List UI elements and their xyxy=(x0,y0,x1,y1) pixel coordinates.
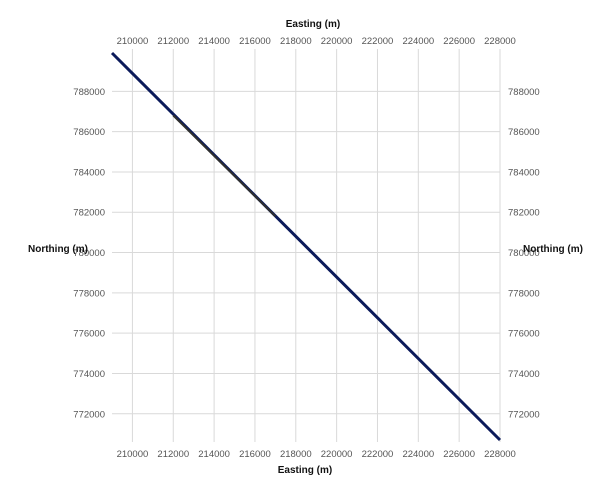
x-tick-label-bottom: 214000 xyxy=(198,449,230,460)
series-line-1 xyxy=(110,51,502,442)
y-tick-label-right: 774000 xyxy=(508,369,540,380)
x-tick-label-top: 226000 xyxy=(443,36,475,47)
y-tick-label-left: 776000 xyxy=(73,329,105,340)
x-tick-label-bottom: 212000 xyxy=(157,449,189,460)
plot-series xyxy=(110,51,502,442)
x-axis-title-top: Easting (m) xyxy=(286,19,340,30)
y-tick-label-right: 780000 xyxy=(508,248,540,259)
x-tick-label-top: 222000 xyxy=(362,36,394,47)
y-tick-label-left: 784000 xyxy=(73,167,105,178)
y-tick-label-left: 772000 xyxy=(73,409,105,420)
y-tick-label-right: 782000 xyxy=(508,208,540,219)
series-line-2 xyxy=(172,114,277,218)
y-tick-label-left: 786000 xyxy=(73,127,105,138)
y-axis-title-right: Northing (m) xyxy=(523,244,583,255)
x-tick-label-top: 212000 xyxy=(157,36,189,47)
x-tick-label-bottom: 216000 xyxy=(239,449,271,460)
x-tick-label-top: 216000 xyxy=(239,36,271,47)
y-tick-label-left: 782000 xyxy=(73,208,105,219)
y-tick-label-right: 788000 xyxy=(508,87,540,98)
y-tick-label-left: 788000 xyxy=(73,87,105,98)
x-tick-label-top: 228000 xyxy=(484,36,516,47)
y-tick-label-right: 786000 xyxy=(508,127,540,138)
y-tick-label-left: 774000 xyxy=(73,369,105,380)
x-tick-label-top: 214000 xyxy=(198,36,230,47)
x-tick-label-bottom: 228000 xyxy=(484,449,516,460)
x-tick-label-bottom: 226000 xyxy=(443,449,475,460)
tick-labels: 210000 210000 212000 212000 214000 214000 2160… xyxy=(73,36,539,460)
y-tick-label-left: 780000 xyxy=(73,248,105,259)
x-tick-label-bottom: 220000 xyxy=(321,449,353,460)
x-tick-label-top: 218000 xyxy=(280,36,312,47)
x-axis-title-bottom: Easting (m) xyxy=(278,465,332,476)
y-tick-label-right: 784000 xyxy=(508,167,540,178)
x-tick-label-top: 220000 xyxy=(321,36,353,47)
x-tick-label-bottom: 210000 xyxy=(117,449,149,460)
grid xyxy=(112,49,501,442)
y-tick-label-right: 776000 xyxy=(508,329,540,340)
x-tick-label-bottom: 218000 xyxy=(280,449,312,460)
x-tick-label-top: 210000 xyxy=(117,36,149,47)
y-tick-label-right: 778000 xyxy=(508,288,540,299)
x-tick-label-bottom: 224000 xyxy=(402,449,434,460)
x-tick-label-bottom: 222000 xyxy=(362,449,394,460)
y-tick-label-left: 778000 xyxy=(73,288,105,299)
y-axis-title-left: Northing (m) xyxy=(28,244,88,255)
y-tick-label-right: 772000 xyxy=(508,409,540,420)
x-tick-label-top: 224000 xyxy=(402,36,434,47)
